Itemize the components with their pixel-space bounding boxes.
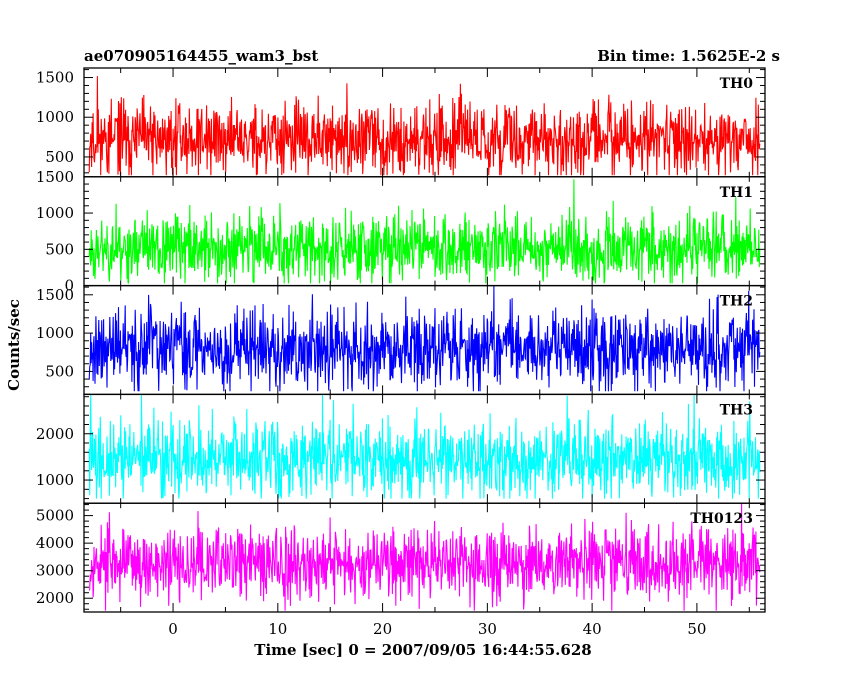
y-tick-label: 2000	[36, 589, 74, 607]
series-th0123	[88, 503, 761, 611]
y-tick-label: 500	[45, 362, 74, 380]
chart-title: ae070905164455_wam3_bst	[84, 47, 318, 65]
y-tick-label: 1500	[36, 286, 74, 304]
y-tick-label: 1500	[36, 168, 74, 186]
x-tick-label: 40	[583, 620, 602, 638]
x-axis-label: Time [sec] 0 = 2007/09/05 16:44:55.628	[254, 641, 591, 659]
series-th2	[88, 285, 761, 392]
y-tick-label: 1000	[36, 204, 74, 222]
panel-th0123: 2000 3000 4000 5000 TH0123	[36, 502, 766, 613]
y-tick-label: 1000	[36, 471, 74, 489]
y-tick-label: 1000	[36, 324, 74, 342]
y-tick-label: 500	[45, 240, 74, 258]
x-tick-label: 50	[687, 620, 706, 638]
panel-label: TH3	[720, 402, 753, 418]
y-axis-label: Counts/sec	[5, 299, 23, 391]
x-tick-label: 30	[478, 620, 497, 638]
y-tick-label: 1500	[36, 69, 74, 87]
panel-label: TH0123	[690, 511, 753, 527]
y-tick-label: 0	[64, 277, 74, 295]
x-tick-label: 0	[168, 620, 178, 638]
y-tick-label: 3000	[36, 562, 74, 580]
panel-frame	[83, 502, 766, 613]
x-tick-label: 20	[373, 620, 392, 638]
panel-label: TH0	[720, 76, 754, 92]
series-th1	[88, 179, 761, 284]
y-tick-label: 5000	[36, 507, 74, 525]
panel-th3: 1000 2000 TH3	[36, 393, 766, 504]
panel-label: TH2	[720, 294, 753, 310]
y-tick-label: 2000	[36, 425, 74, 443]
panel-label: TH1	[720, 185, 753, 201]
panel-th2: 500 1000 1500 TH2	[36, 284, 766, 396]
y-tick-label: 500	[45, 148, 74, 166]
series-th0	[88, 76, 761, 176]
x-tick-label: 10	[268, 620, 287, 638]
panel-th1: 0 500 1000 1500 TH1	[36, 168, 766, 295]
panel-th0: 500 1000 1500 TH0	[36, 67, 766, 178]
bin-time-label: Bin time: 1.5625E-2 s	[597, 47, 780, 65]
y-tick-label: 1000	[36, 108, 74, 126]
y-tick-label: 4000	[36, 534, 74, 552]
series-th3	[88, 394, 761, 499]
